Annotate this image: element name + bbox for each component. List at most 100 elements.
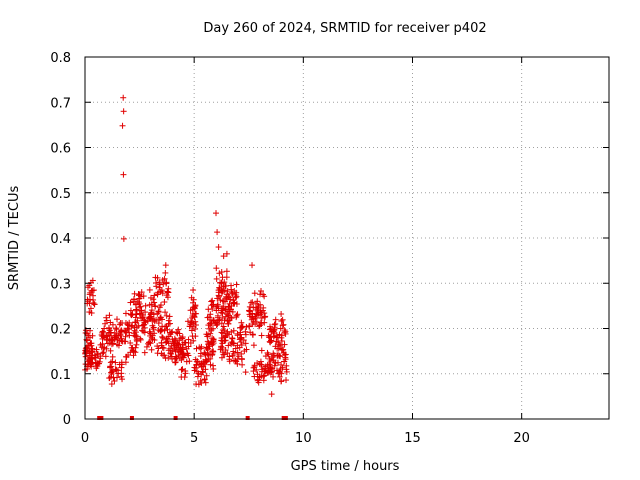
data-point: [218, 337, 225, 344]
data-point: [159, 334, 166, 341]
data-point: [226, 314, 233, 321]
data-point: [249, 321, 256, 328]
data-point: [188, 327, 195, 334]
data-point: [142, 302, 149, 309]
data-point: [146, 328, 153, 335]
data-point: [267, 358, 274, 365]
data-point: [137, 335, 144, 342]
data-point: [282, 351, 289, 358]
data-point: [146, 315, 153, 322]
data-point: [127, 299, 134, 306]
y-tick-label: 0.6: [50, 142, 71, 157]
data-point: [122, 338, 129, 345]
data-point: [101, 325, 108, 332]
data-point: [117, 332, 124, 339]
data-point: [198, 363, 205, 370]
data-point: [249, 299, 256, 306]
data-point: [151, 337, 158, 344]
data-point: [274, 345, 281, 352]
data-point: [220, 253, 227, 260]
data-point: [254, 298, 261, 305]
data-point: [111, 336, 118, 343]
data-point: [239, 323, 246, 330]
data-point: [159, 333, 166, 340]
data-point: [130, 348, 137, 355]
data-point: [219, 274, 226, 281]
data-point: [106, 312, 113, 319]
data-point: [90, 287, 97, 294]
data-point: [218, 354, 225, 361]
zero-marker: [245, 416, 250, 420]
y-tick-label: 0: [63, 413, 71, 428]
data-point: [262, 313, 269, 320]
data-point: [133, 338, 140, 345]
zero-marker: [99, 416, 104, 420]
data-point: [277, 366, 284, 373]
data-point: [283, 377, 290, 384]
data-point: [190, 304, 197, 311]
data-point: [185, 343, 192, 350]
data-point: [227, 296, 234, 303]
data-point: [151, 318, 158, 325]
zero-marker: [283, 416, 288, 420]
data-point: [125, 326, 132, 333]
data-point: [238, 350, 245, 357]
data-point: [202, 366, 209, 373]
data-point: [108, 381, 115, 388]
y-tick-labels: 0 0.1 0.2 0.3 0.4 0.5 0.6 0.7 0.8: [50, 51, 71, 428]
data-point: [258, 315, 265, 322]
data-point: [223, 268, 230, 275]
data-point: [219, 297, 226, 304]
data-point: [99, 333, 106, 340]
data-point: [162, 269, 169, 276]
data-point: [233, 281, 240, 288]
y-tick-label: 0.3: [50, 277, 71, 292]
data-point: [104, 332, 111, 339]
data-point: [103, 314, 110, 321]
data-point: [93, 346, 100, 353]
data-point: [257, 291, 264, 298]
data-point: [222, 332, 229, 339]
data-point: [218, 280, 225, 287]
data-point: [181, 339, 188, 346]
data-point: [112, 325, 119, 332]
data-point: [141, 324, 148, 331]
data-point: [197, 345, 204, 352]
data-point: [232, 294, 239, 301]
data-point: [199, 368, 206, 375]
data-point: [82, 361, 89, 368]
data-point: [234, 311, 241, 318]
data-point: [258, 347, 265, 354]
data-point: [88, 287, 95, 294]
data-point: [103, 317, 110, 324]
data-point: [120, 171, 127, 178]
data-point: [116, 321, 123, 328]
data-point: [163, 312, 170, 319]
x-tick-label: 10: [295, 431, 312, 446]
data-point: [224, 296, 231, 303]
x-tick-label: 5: [190, 431, 198, 446]
data-point: [209, 297, 216, 304]
data-point: [267, 364, 274, 371]
data-point: [158, 339, 165, 346]
data-point: [229, 290, 236, 297]
data-point: [246, 307, 253, 314]
data-point: [280, 346, 287, 353]
data-point: [141, 349, 148, 356]
data-point: [278, 338, 285, 345]
data-point: [189, 333, 196, 340]
data-point: [107, 347, 114, 354]
data-point: [249, 314, 256, 321]
data-point: [142, 309, 149, 316]
data-point: [209, 348, 216, 355]
data-point: [119, 122, 126, 129]
data-point: [88, 349, 95, 356]
data-point: [122, 359, 129, 366]
data-point: [94, 350, 101, 357]
data-point: [221, 317, 228, 324]
data-point: [133, 341, 140, 348]
data-point: [268, 391, 275, 398]
data-point: [278, 318, 285, 325]
data-point: [256, 322, 263, 329]
data-point: [192, 364, 199, 371]
